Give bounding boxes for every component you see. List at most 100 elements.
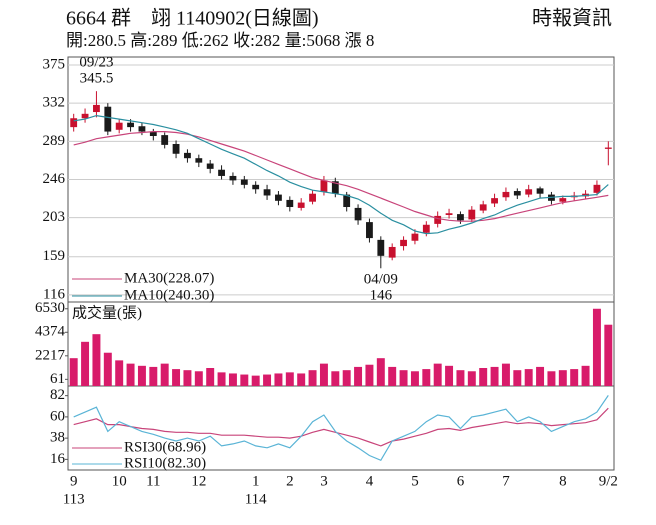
volume-bar xyxy=(194,371,203,386)
candle-body xyxy=(457,214,464,221)
x-tick-label: 1 xyxy=(252,473,260,489)
y-tick-label: 289 xyxy=(43,133,66,149)
candle-body xyxy=(320,180,328,192)
candle-body xyxy=(286,199,294,208)
y-tick-label: 2217 xyxy=(35,347,66,363)
volume-bar xyxy=(69,358,78,386)
volume-bar xyxy=(354,366,363,386)
candle-body xyxy=(525,189,533,195)
volume-bar xyxy=(558,370,567,386)
volume-bar xyxy=(479,368,488,386)
candle-body xyxy=(252,184,260,190)
frame xyxy=(67,56,615,471)
volume-bar xyxy=(456,370,465,386)
y-tick-label: 203 xyxy=(43,209,66,225)
candle-body xyxy=(275,194,282,201)
candle-body xyxy=(70,118,78,128)
candle-body xyxy=(513,191,521,196)
legend-label: MA10(240.30) xyxy=(124,287,214,303)
volume-bar xyxy=(445,365,454,386)
candle-body xyxy=(138,126,146,132)
y-tick-label: 38 xyxy=(50,430,65,446)
annotation: 345.5 xyxy=(80,71,114,87)
x-tick-label: 9/2 xyxy=(599,473,618,489)
volume-bar xyxy=(206,368,215,386)
volume-bar xyxy=(501,363,510,386)
candle-body xyxy=(127,122,134,128)
volume-bar xyxy=(570,369,579,386)
candle-body xyxy=(263,189,271,196)
legend-label: MA30(228.07) xyxy=(124,270,214,286)
candle-body xyxy=(491,198,498,204)
x-tick-label: 10 xyxy=(112,473,127,489)
candle-body xyxy=(331,181,339,194)
volume-bar xyxy=(263,374,272,386)
candle-body xyxy=(411,233,419,241)
y-tick-label: 82 xyxy=(50,387,65,403)
volume-bar xyxy=(274,373,283,386)
candle-body xyxy=(479,204,487,211)
candle-body xyxy=(559,198,567,202)
candle-body xyxy=(445,213,453,216)
volume-bar xyxy=(524,369,533,386)
volume-bar xyxy=(422,369,431,386)
legend-label: RSI30(68.96) xyxy=(124,439,206,455)
y-tick-label: 332 xyxy=(43,95,66,111)
volume-bar xyxy=(285,372,294,386)
candle-body xyxy=(195,158,203,163)
volume-bar xyxy=(81,341,90,386)
series-line xyxy=(73,114,609,235)
y-tick-label: 159 xyxy=(43,248,66,264)
volume-bar xyxy=(410,371,419,386)
volume-bar xyxy=(388,366,397,386)
volume-bar xyxy=(547,371,556,386)
candle-body xyxy=(206,163,214,169)
volume-bar xyxy=(172,369,181,386)
candle-body xyxy=(149,131,157,137)
volume-bar xyxy=(592,308,601,386)
y-tick-label: 375 xyxy=(43,56,66,72)
volume-bar xyxy=(228,373,237,386)
volume-bar xyxy=(160,363,169,386)
volume-bar xyxy=(319,363,328,386)
volume-bar xyxy=(365,364,374,386)
volume-bar xyxy=(103,352,112,386)
candle-body xyxy=(502,191,510,198)
volume-bar xyxy=(342,370,351,386)
candle-body xyxy=(240,179,248,185)
volume-bar xyxy=(251,375,260,386)
candle-body xyxy=(434,215,442,224)
volume-bar xyxy=(467,371,476,386)
candle-body xyxy=(366,222,373,239)
volume-bar xyxy=(308,370,317,386)
x-year-label: 114 xyxy=(245,491,267,507)
volume-bar xyxy=(126,363,135,386)
volume-bar xyxy=(399,370,408,386)
x-year-label: 113 xyxy=(63,491,85,507)
series-line xyxy=(73,407,609,447)
candle-body xyxy=(297,202,305,208)
panel-title: 成交量(張) xyxy=(72,303,142,321)
candle-body xyxy=(184,152,191,159)
x-tick-label: 4 xyxy=(366,473,374,489)
volume-bar xyxy=(433,363,442,386)
legend-label: RSI10(82.30) xyxy=(124,455,206,471)
candle-body xyxy=(388,246,396,258)
chart-title: 6664 群 翊 1140902(日線圖) xyxy=(66,7,319,30)
annotation: 04/09 xyxy=(364,272,398,288)
volume-bar xyxy=(137,365,146,386)
volume-bar xyxy=(92,334,101,386)
y-tick-label: 4374 xyxy=(35,324,66,340)
candle-body xyxy=(593,184,601,193)
candle-body xyxy=(468,209,476,220)
volume-bar xyxy=(240,374,249,386)
volume-bar xyxy=(536,366,545,386)
annotation: 146 xyxy=(370,288,393,304)
volume-bar xyxy=(604,324,613,386)
candle-body xyxy=(81,113,89,119)
volume-bar xyxy=(297,373,306,386)
volume-bar xyxy=(115,360,124,386)
x-tick-label: 6 xyxy=(457,473,465,489)
volume-bar xyxy=(217,372,226,386)
x-tick-label: 11 xyxy=(146,473,160,489)
